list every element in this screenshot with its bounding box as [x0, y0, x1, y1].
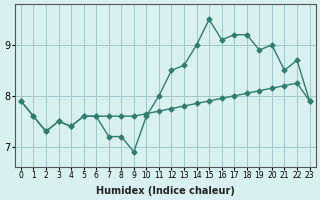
X-axis label: Humidex (Indice chaleur): Humidex (Indice chaleur) — [96, 186, 235, 196]
